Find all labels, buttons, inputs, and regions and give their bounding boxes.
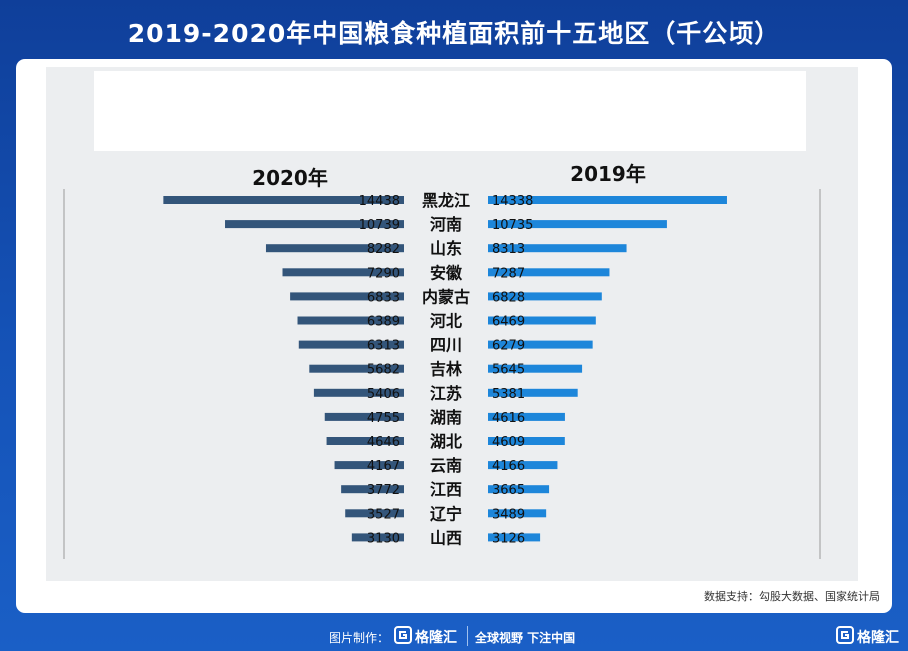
- value-label-2020: 8282: [367, 242, 400, 257]
- footer-bar: 图片制作： 格隆汇 全球视野 下注中国 格隆汇: [0, 622, 908, 651]
- region-label: 湖南: [430, 408, 462, 427]
- corner-logo-icon: [836, 626, 854, 644]
- bar-2019: [488, 268, 610, 277]
- region-label: 江西: [430, 480, 462, 499]
- region-label: 吉林: [430, 360, 462, 379]
- bar-2020: [309, 364, 404, 373]
- value-label-2020: 6389: [367, 315, 400, 330]
- bar-2019: [488, 220, 667, 229]
- footer-slogan: 全球视野 下注中国: [475, 631, 576, 645]
- bar-2020: [324, 412, 404, 421]
- bar-2019: [488, 196, 727, 204]
- value-label-2019: 3665: [492, 483, 525, 498]
- bar-2019: [488, 412, 565, 421]
- region-label: 内蒙古: [422, 287, 470, 306]
- bar-2020: [298, 340, 404, 349]
- value-label-2019: 14338: [492, 194, 533, 209]
- region-label: 四川: [430, 336, 462, 355]
- bar-2019: [488, 244, 627, 253]
- bar-2020: [345, 509, 404, 518]
- value-label-2019: 4609: [492, 435, 525, 450]
- value-label-2020: 4755: [367, 411, 400, 426]
- value-label-2019: 5381: [492, 387, 525, 402]
- value-label-2019: 7287: [492, 266, 525, 281]
- bar-2020: [225, 220, 404, 229]
- chart-background: [46, 67, 858, 581]
- region-label: 黑龙江: [422, 191, 470, 210]
- butterfly-bar-chart: 2020年 2019年 14438 黑龙江 14338 10739 河南 10735 828…: [46, 67, 880, 603]
- value-label-2019: 8313: [492, 242, 525, 257]
- value-label-2020: 5406: [367, 387, 400, 402]
- bar-2019: [488, 533, 541, 542]
- value-label-2020: 5682: [367, 363, 400, 378]
- value-label-2020: 4646: [367, 435, 400, 450]
- bar-2020: [265, 244, 404, 253]
- bar-2019: [488, 461, 558, 470]
- value-label-2020: 14438: [359, 194, 400, 209]
- bar-2020: [326, 437, 404, 445]
- bar-2020: [290, 292, 404, 301]
- value-label-2019: 4166: [492, 459, 525, 474]
- chart-card: 2020年 2019年 14438 黑龙江 14338 10739 河南 10735 828…: [16, 59, 892, 613]
- region-label: 安徽: [430, 263, 463, 282]
- bar-2020: [282, 268, 404, 277]
- bar-2019: [488, 292, 602, 301]
- value-label-2020: 6313: [367, 339, 400, 354]
- brand-name: 格隆汇: [415, 630, 457, 646]
- bars-layer: [163, 196, 727, 542]
- value-label-2019: 3489: [492, 507, 525, 522]
- bar-2019: [488, 437, 565, 445]
- bar-2020: [297, 316, 404, 325]
- value-label-2019: 6279: [492, 339, 525, 354]
- value-label-2019: 10735: [492, 218, 533, 233]
- brand-logo-icon: [394, 626, 412, 644]
- bar-2020: [163, 196, 404, 204]
- bar-2020: [341, 485, 404, 494]
- value-label-2019: 4616: [492, 411, 525, 426]
- value-label-2020: 10739: [359, 218, 400, 233]
- legend-2019: 2019年: [570, 162, 646, 186]
- bar-2019: [488, 509, 547, 518]
- bar-2019: [488, 485, 550, 494]
- region-label: 山西: [430, 528, 462, 547]
- bar-2020: [351, 533, 404, 542]
- value-label-2020: 3130: [367, 531, 400, 546]
- bar-2019: [488, 388, 578, 397]
- source-text: 数据支持：勾股大数据、国家统计局: [704, 589, 880, 603]
- region-label: 湖北: [430, 432, 462, 451]
- bar-2019: [488, 316, 596, 325]
- gridlines: [63, 189, 821, 559]
- made-by-label: 图片制作：: [329, 631, 390, 645]
- region-label: 云南: [430, 456, 462, 475]
- region-label: 江苏: [430, 384, 462, 403]
- value-label-2020: 4167: [367, 459, 400, 474]
- value-label-2019: 5645: [492, 363, 525, 378]
- legend-2020: 2020年: [252, 166, 328, 190]
- value-label-2019: 6828: [492, 290, 525, 305]
- value-label-2020: 3772: [367, 483, 400, 498]
- bar-2020: [334, 461, 404, 470]
- bar-2019: [488, 364, 583, 373]
- region-label: 辽宁: [430, 504, 462, 523]
- labels-layer: 14438 黑龙江 14338 10739 河南 10735 8282 山东 8313 7290 安…: [359, 191, 534, 547]
- value-label-2020: 7290: [367, 266, 400, 281]
- region-label: 河南: [430, 215, 462, 234]
- value-label-2020: 6833: [367, 290, 400, 305]
- bar-2019: [488, 340, 593, 349]
- value-label-2019: 6469: [492, 315, 525, 330]
- region-label: 河北: [430, 312, 462, 331]
- value-label-2019: 3126: [492, 531, 525, 546]
- value-label-2020: 3527: [367, 507, 400, 522]
- region-label: 山东: [430, 239, 462, 258]
- corner-brand-name: 格隆汇: [857, 630, 899, 646]
- footer-divider: [467, 626, 468, 646]
- bar-2020: [313, 388, 404, 397]
- chart-header-panel: [94, 71, 806, 151]
- page-title: 2019-2020年中国粮食种植面积前十五地区（千公顷）: [127, 19, 781, 48]
